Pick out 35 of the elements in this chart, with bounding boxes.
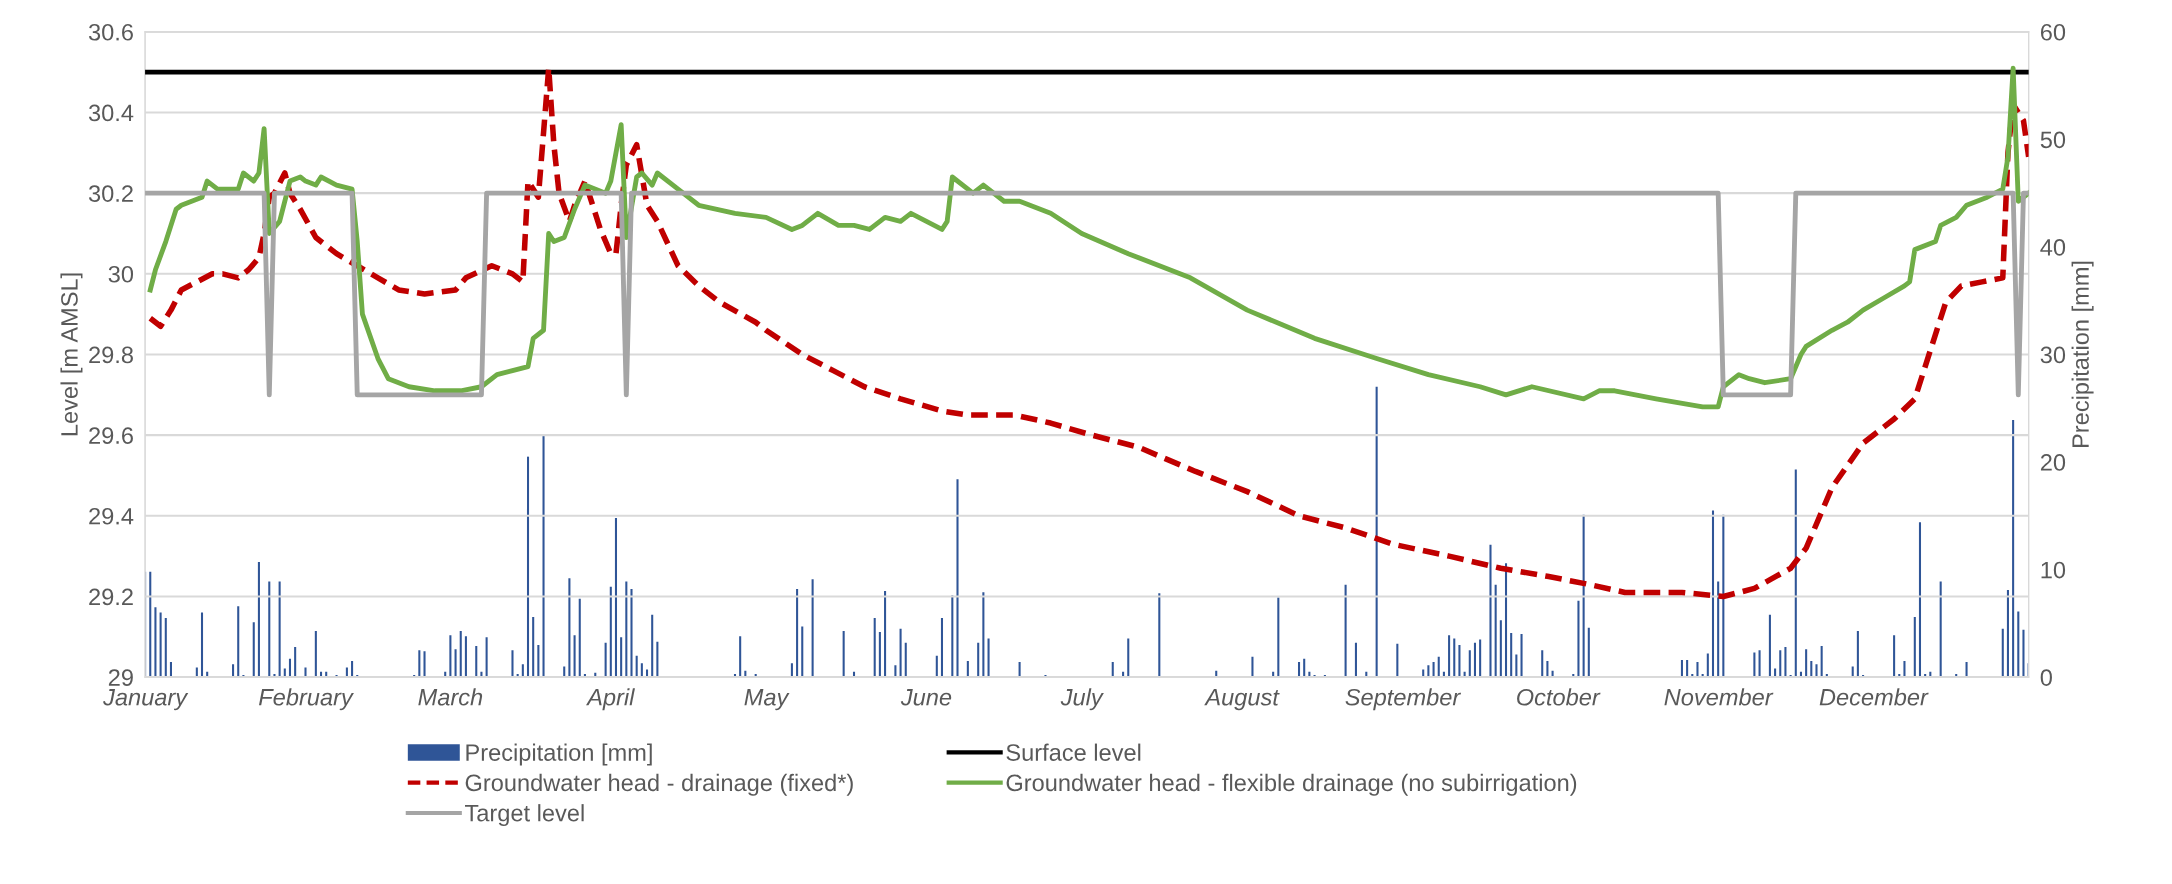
x-tick-label: September	[1345, 688, 1462, 711]
legend-label: Precipitation [mm]	[466, 743, 652, 766]
y2-tick-label: 40	[2040, 239, 2066, 256]
y2-axis-title: Precipitation [mm]	[2071, 261, 2094, 448]
x-tick-label: July	[1060, 688, 1104, 711]
y-tick-label: 30	[108, 265, 134, 283]
y-tick-label: 29	[108, 669, 133, 686]
legend-label: Surface level	[1006, 743, 1141, 761]
x-tick-label: June	[900, 689, 952, 706]
x-tick-label: November	[1664, 688, 1774, 706]
x-tick-label: May	[744, 689, 790, 711]
y-tick-label: 30.2	[88, 185, 133, 202]
legend-label: Groundwater head - drainage (fixed*)	[465, 773, 853, 796]
y2-tick-label: 30	[2040, 346, 2066, 364]
y2-tick-label: 60	[2040, 23, 2066, 41]
x-tick-label: October	[1517, 688, 1601, 706]
x-tick-label: December	[1819, 688, 1929, 706]
x-tick-label: January	[103, 689, 189, 711]
y2-tick-label: 20	[2040, 454, 2066, 471]
y-axis-title: Level [m AMSL]	[60, 273, 83, 436]
y-tick-label: 30.4	[88, 104, 134, 122]
y-tick-label: 29.6	[89, 427, 133, 444]
y2-tick-label: 50	[2040, 131, 2066, 149]
legend-label: Target level	[465, 804, 584, 827]
y-tick-label: 29.4	[89, 507, 134, 525]
y2-tick-label: 0	[2040, 669, 2052, 686]
x-tick-label: August	[1204, 689, 1280, 711]
y2-tick-label: 10	[2041, 561, 2066, 579]
legend-label: Groundwater head - flexible drainage (no subirrigation)	[1006, 773, 1577, 796]
y-tick-label: 29.2	[89, 588, 133, 606]
x-tick-label: February	[258, 688, 354, 711]
y-tick-label: 30.6	[88, 23, 133, 41]
x-tick-label: March	[418, 688, 483, 706]
x-tick-label: April	[586, 688, 635, 711]
y-tick-label: 29.8	[89, 346, 133, 364]
